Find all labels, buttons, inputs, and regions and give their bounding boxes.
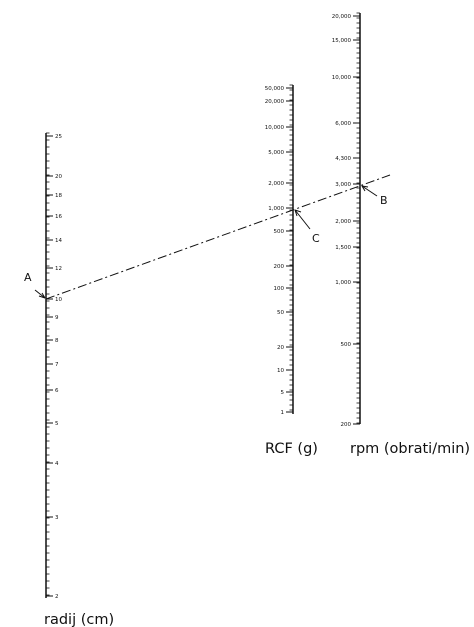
rcf-tick-label: 5,000 [268, 150, 284, 156]
rpm-tick-label: 500 [341, 342, 352, 348]
rpm-axis-title: rpm (obrati/min) [350, 441, 470, 457]
rpm-tick-label: 3,000 [335, 182, 351, 188]
radius-tick-label: 5 [55, 421, 59, 427]
radius-tick-label: 6 [55, 388, 59, 394]
radius-axis: radij (cm) 25 20 18 16 14 12 10 9 8 7 6 5 4 3 2 [44, 132, 114, 627]
rcf-tick-label: 2,000 [268, 181, 284, 187]
rpm-tick-label: 1,500 [335, 245, 351, 251]
radius-tick-label: 25 [55, 134, 62, 140]
point-b-label: B [380, 194, 388, 207]
rcf-tick-label: 100 [274, 286, 285, 292]
rpm-tick-label: 1,000 [335, 280, 351, 286]
radius-tick-label: 18 [55, 193, 62, 199]
radius-tick-label: 12 [55, 266, 62, 272]
radius-tick-label: 16 [55, 214, 62, 220]
rpm-tick-label: 15,000 [332, 38, 352, 44]
rcf-tick-label: 1 [281, 410, 285, 416]
rcf-tick-label: 20 [277, 345, 284, 351]
point-c-label: C [312, 232, 320, 245]
point-a-label: A [24, 271, 32, 284]
rcf-tick-label: 50,000 [265, 86, 285, 92]
rpm-tick-label: 6,000 [335, 121, 351, 127]
rcf-axis: RCF (g) 50,000 20,000 10,000 5,000 2,000 1,00… [265, 84, 318, 457]
radius-tick-label: 2 [55, 594, 59, 600]
rcf-tick-label: 5 [281, 390, 285, 396]
rcf-tick-label: 10,000 [265, 125, 285, 131]
point-a-marker: A [24, 271, 46, 299]
radius-axis-title: radij (cm) [44, 612, 114, 627]
radius-tick-label: 8 [55, 338, 59, 344]
rcf-tick-label: 500 [274, 229, 285, 235]
rcf-tick-label: 50 [277, 310, 284, 316]
rpm-tick-label: 2,000 [335, 219, 351, 225]
rcf-tick-label: 200 [274, 264, 285, 270]
rcf-axis-title: RCF (g) [265, 441, 318, 457]
rpm-axis: rpm (obrati/min) 20,000 15,000 10,000 6,000… [332, 12, 470, 457]
rpm-tick-label: 10,000 [332, 75, 352, 81]
point-c-marker: C [294, 209, 320, 245]
radius-tick-label: 9 [55, 315, 59, 321]
radius-tick-label: 10 [55, 297, 62, 303]
connector-line [45, 174, 391, 300]
rcf-tick-label: 1,000 [268, 206, 284, 212]
rpm-tick-label: 200 [341, 422, 352, 428]
rpm-tick-label: 4,300 [335, 156, 351, 162]
rcf-tick-label: 10 [277, 368, 284, 374]
radius-tick-label: 3 [55, 515, 59, 521]
radius-tick-label: 14 [55, 238, 62, 244]
radius-tick-label: 4 [55, 461, 59, 467]
radius-tick-label: 7 [55, 362, 59, 368]
point-b-marker: B [361, 185, 388, 207]
rcf-tick-label: 20,000 [265, 99, 285, 105]
rpm-tick-label: 20,000 [332, 14, 352, 20]
radius-tick-label: 20 [55, 174, 62, 180]
